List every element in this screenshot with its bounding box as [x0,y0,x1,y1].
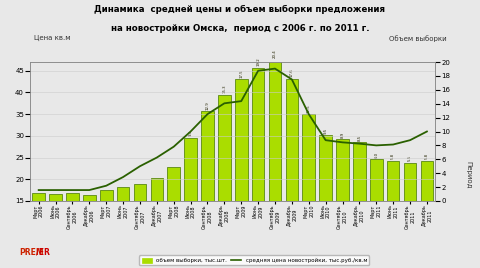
Bar [201,111,214,201]
Text: Динамика  средней цены и объем выборки предложения: Динамика средней цены и объем выборки пр… [95,5,385,14]
Bar [269,59,281,201]
Bar [151,178,163,201]
Bar [336,139,349,201]
Bar [83,195,96,201]
Text: /ER: /ER [36,248,50,256]
Text: PREM: PREM [19,248,44,256]
Text: 8.9: 8.9 [340,132,345,138]
Bar [235,79,248,201]
Bar [302,114,315,201]
Text: 5.8: 5.8 [391,153,395,159]
Text: 15.3: 15.3 [222,85,227,93]
Text: 17.6: 17.6 [290,69,294,77]
Bar [218,95,231,201]
Text: 6.0: 6.0 [374,152,378,158]
Bar [168,167,180,201]
Text: 20.4: 20.4 [273,49,277,58]
Bar [49,194,62,201]
Bar [252,68,264,201]
Bar [370,159,383,201]
Text: на новостройки Омска,  период с 2006 г. по 2011 г.: на новостройки Омска, период с 2006 г. п… [111,24,369,33]
Text: 9.5: 9.5 [324,128,328,133]
Bar [100,191,112,201]
Text: Период: Период [465,161,471,188]
Bar [66,193,79,201]
Bar [32,193,45,201]
Text: 12.5: 12.5 [307,104,311,113]
Bar [319,135,332,201]
Bar [404,163,416,201]
Bar [117,187,130,201]
Text: 5.5: 5.5 [408,155,412,161]
Text: Объем выборки: Объем выборки [389,35,446,42]
Text: 17.5: 17.5 [239,69,243,78]
Bar [353,142,366,201]
Text: 5.8: 5.8 [425,153,429,159]
Bar [420,161,433,201]
Bar [387,161,399,201]
Bar [286,79,298,201]
Bar [133,184,146,201]
Legend: объем выборки, тыс.шт., средняя цена новостройки, тыс.руб./кв.м: объем выборки, тыс.шт., средняя цена нов… [139,255,370,265]
Bar [184,138,197,201]
Text: 12.9: 12.9 [205,101,209,110]
Text: Цена кв.м: Цена кв.м [34,35,70,41]
Text: 8.5: 8.5 [358,134,361,140]
Text: 19.2: 19.2 [256,58,260,66]
Text: 9.1: 9.1 [189,130,192,136]
